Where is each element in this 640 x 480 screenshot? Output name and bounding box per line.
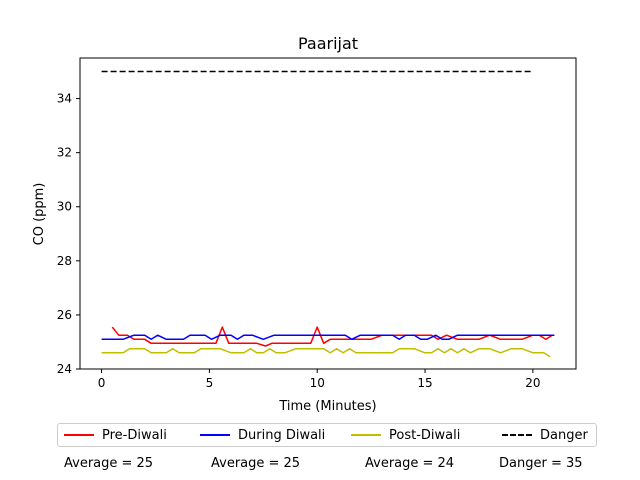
legend-swatch-pre-diwali	[64, 433, 94, 436]
legend-label-post-diwali: Post-Diwali	[389, 428, 461, 443]
x-tick-label: 15	[417, 376, 432, 390]
legend-item-during-diwali: During Diwali	[200, 428, 325, 444]
x-tick-label: 10	[310, 376, 325, 390]
legend-label-during-diwali: During Diwali	[238, 428, 326, 443]
average-during-diwali: Average = 25	[211, 456, 301, 471]
x-tick-label: 20	[525, 376, 540, 390]
y-tick-label: 24	[57, 362, 72, 376]
legend-swatch-during-diwali	[200, 433, 230, 436]
y-tick-label: 30	[57, 200, 72, 214]
x-tick-label: 5	[206, 376, 214, 390]
danger-level: Danger = 35	[499, 456, 583, 471]
legend-label-danger: Danger	[540, 428, 588, 443]
legend-item-post-diwali: Post-Diwali	[351, 428, 460, 444]
average-post-diwali: Average = 24	[365, 456, 455, 471]
legend-swatch-post-diwali	[351, 433, 381, 436]
x-axis-label: Time (Minutes)	[278, 399, 376, 414]
y-tick-label: 34	[57, 92, 72, 106]
axis-layer: 0 5 10 15 20 24 26 28 30 32 34	[57, 92, 541, 390]
legend-swatch-danger	[502, 433, 532, 436]
x-tick-label: 0	[98, 376, 106, 390]
y-axis-label: CO (ppm)	[32, 183, 47, 246]
legend-item-pre-diwali: Pre-Diwali	[64, 428, 167, 444]
legend: Pre-Diwali During Diwali Post-Diwali Dan…	[57, 423, 597, 447]
y-tick-label: 26	[57, 308, 72, 322]
series-line-post-diwali	[101, 347, 551, 358]
series-layer	[101, 70, 555, 358]
plot-area	[79, 57, 577, 370]
chart-title: Paarijat	[298, 34, 358, 53]
y-tick-label: 28	[57, 254, 72, 268]
legend-label-pre-diwali: Pre-Diwali	[102, 428, 167, 443]
y-tick-label: 32	[57, 146, 72, 160]
average-pre-diwali: Average = 25	[64, 456, 154, 471]
legend-item-danger: Danger	[502, 428, 588, 444]
series-line-during-diwali	[101, 334, 555, 341]
